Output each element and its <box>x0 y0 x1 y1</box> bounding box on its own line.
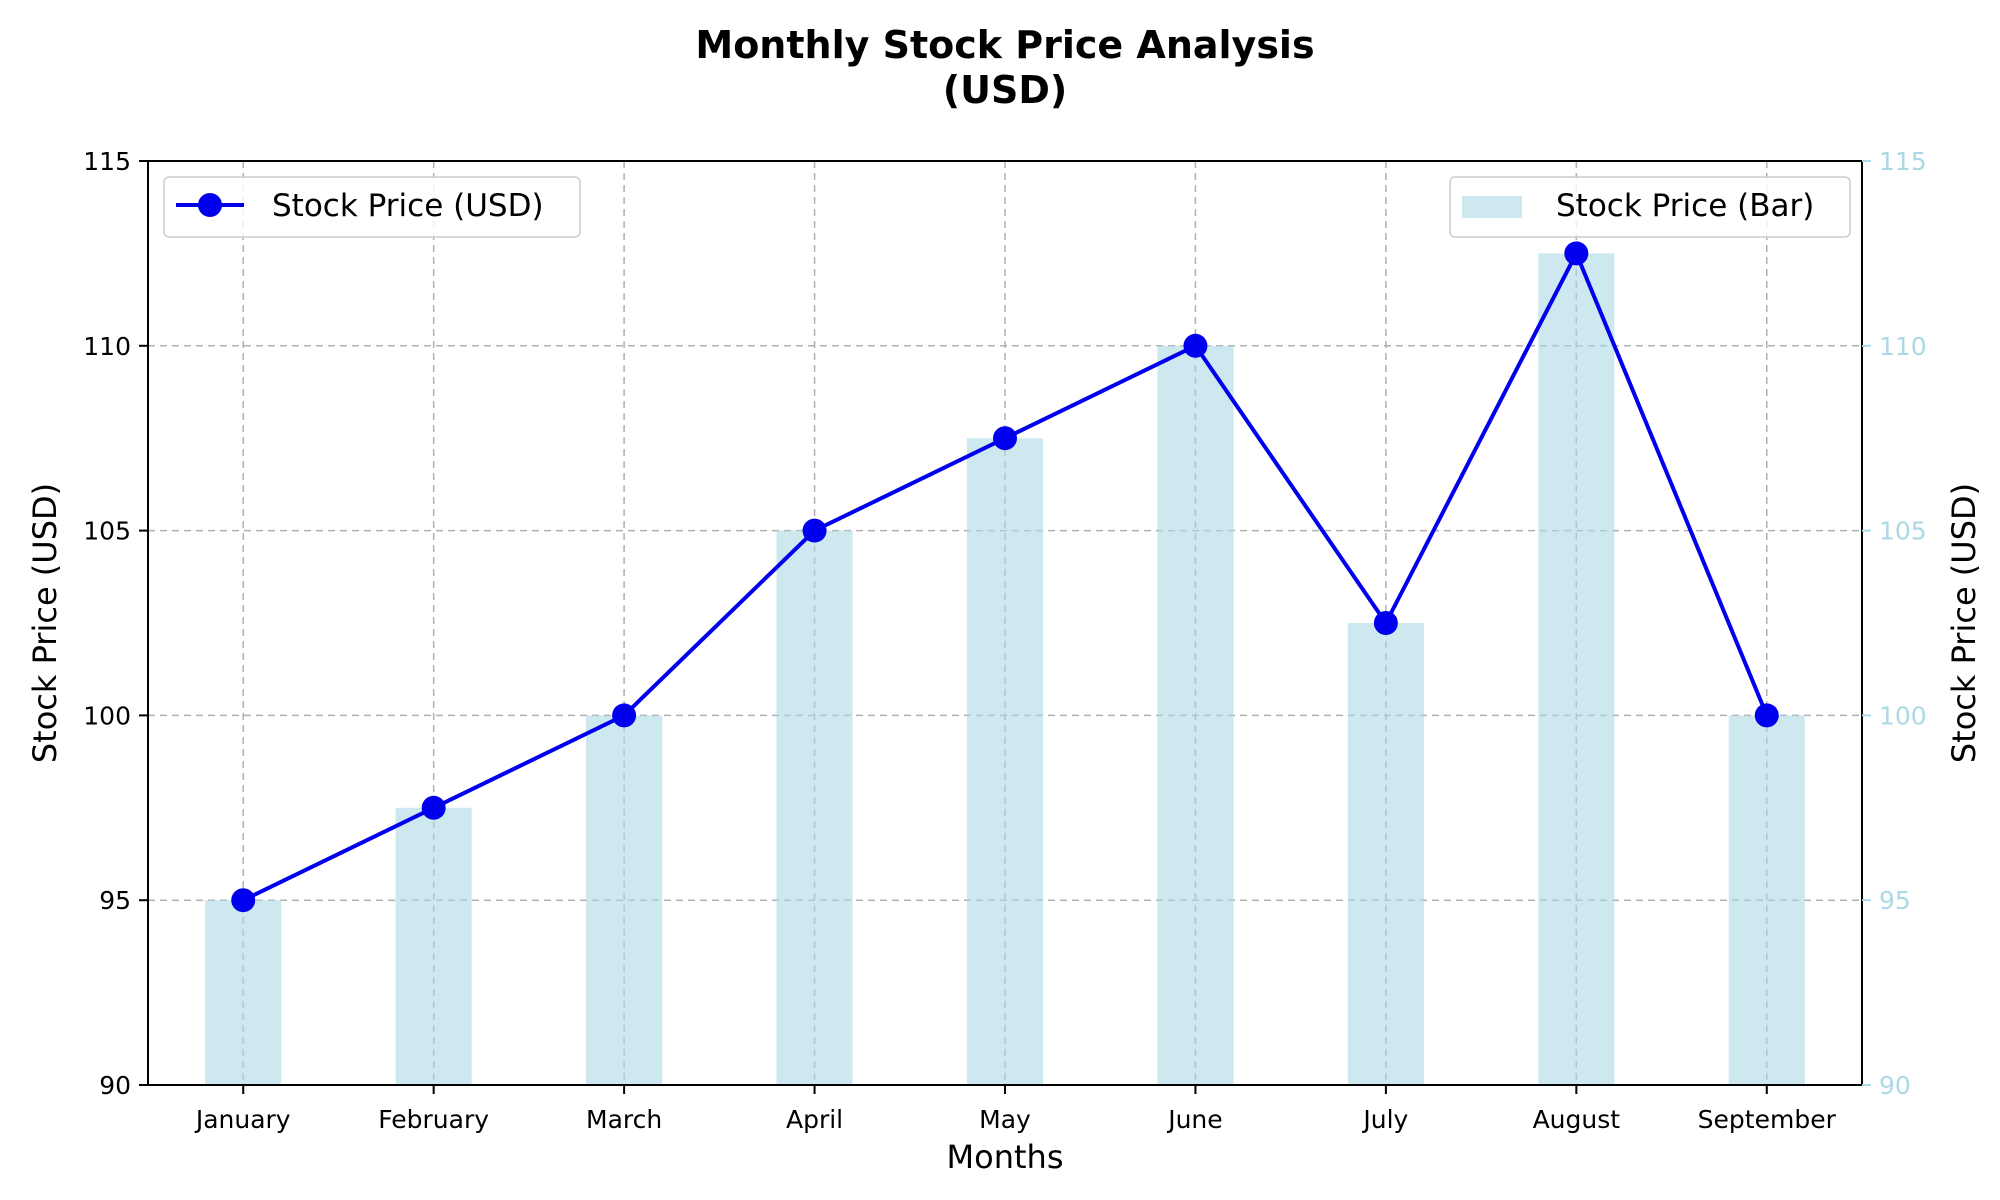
bar-series <box>205 253 1805 1085</box>
y-axis-label-right: Stock Price (USD) <box>1945 483 1983 763</box>
point-march <box>612 703 637 728</box>
legend-line-label: Stock Price (USD) <box>272 188 544 224</box>
axis-labels: Months Stock Price (USD) Stock Price (US… <box>26 483 1983 1176</box>
bar-september <box>1728 715 1805 1085</box>
point-june <box>1183 333 1208 358</box>
y-tick-label-right-5: 115 <box>1879 147 1927 176</box>
y-tick-label-left-1: 95 <box>99 886 131 915</box>
y-tick-label-right-1: 95 <box>1879 886 1911 915</box>
y-tick-label-left-3: 105 <box>83 517 131 546</box>
x-tick-label-september: September <box>1698 1105 1837 1134</box>
bar-february <box>395 807 472 1085</box>
point-august <box>1564 241 1589 266</box>
point-september <box>1754 703 1779 728</box>
x-tick-label-march: March <box>586 1105 662 1134</box>
axes: 90 95 100 105 110 115 90 95 100 105 110 115 January F… <box>83 147 1926 1134</box>
point-july <box>1373 611 1398 635</box>
x-tick-label-august: August <box>1533 1105 1621 1134</box>
bar-june <box>1157 345 1234 1085</box>
bar-april <box>776 530 853 1085</box>
y-axis-label-left: Stock Price (USD) <box>26 483 64 763</box>
bar-may <box>966 438 1044 1085</box>
point-february <box>421 795 446 820</box>
y-tick-label-left-4: 110 <box>83 332 131 361</box>
point-january <box>231 888 256 913</box>
bar-march <box>586 715 663 1085</box>
legend-bar-label: Stock Price (Bar) <box>1556 188 1814 224</box>
legend-bar-series: Stock Price (Bar) <box>1449 176 1851 238</box>
point-april <box>802 518 827 543</box>
legend-line-frame <box>163 176 581 238</box>
bar-july <box>1347 623 1424 1085</box>
x-tick-label-june: June <box>1166 1105 1222 1134</box>
legend-bar-swatch <box>1462 196 1522 218</box>
chart-title-line-2: (USD) <box>943 68 1068 112</box>
y-tick-label-right-2: 100 <box>1879 701 1927 730</box>
point-may <box>993 426 1017 451</box>
x-tick-label-may: May <box>979 1105 1031 1134</box>
legend-bar-frame <box>1449 176 1851 238</box>
y-tick-label-right-4: 110 <box>1879 332 1927 361</box>
legend-line-series: Stock Price (USD) <box>163 176 581 238</box>
y-tick-label-right-3: 105 <box>1879 517 1927 546</box>
y-tick-label-left-0: 90 <box>99 1071 131 1100</box>
x-tick-label-february: February <box>378 1105 489 1134</box>
bar-august <box>1538 253 1615 1085</box>
chart-title-line-1: Monthly Stock Price Analysis <box>695 23 1314 67</box>
bar-january <box>205 900 282 1085</box>
legend-line-marker <box>198 193 222 217</box>
y-tick-label-right-0: 90 <box>1879 1071 1911 1100</box>
chart-title: Monthly Stock Price Analysis (USD) <box>695 23 1314 112</box>
x-tick-label-july: July <box>1361 1105 1408 1134</box>
line-series <box>231 241 1779 913</box>
x-tick-label-january: January <box>194 1105 291 1134</box>
y-tick-label-left-5: 115 <box>83 147 131 176</box>
x-tick-label-april: April <box>786 1105 843 1134</box>
y-tick-label-left-2: 100 <box>83 701 131 730</box>
x-axis-label: Months <box>947 1138 1064 1176</box>
